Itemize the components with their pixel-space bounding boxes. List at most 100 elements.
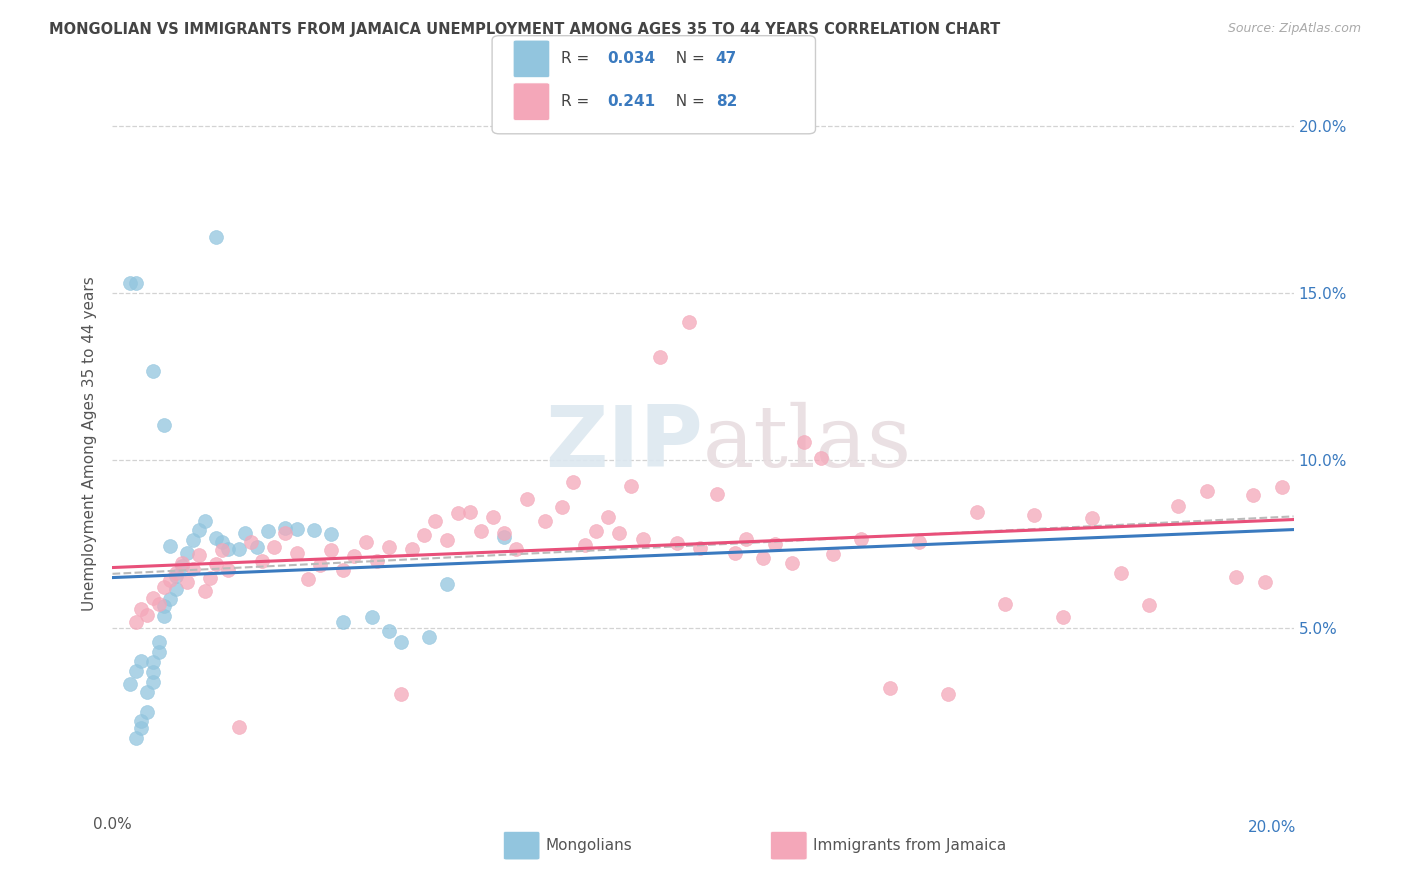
Point	[142, 665, 165, 679]
Text: 47: 47	[716, 52, 737, 66]
Point	[332, 563, 354, 577]
Point	[153, 599, 176, 613]
Point	[124, 276, 146, 290]
Point	[165, 566, 187, 581]
Point	[153, 608, 176, 623]
Point	[1167, 500, 1189, 514]
Point	[194, 514, 217, 528]
Point	[562, 475, 585, 490]
Point	[447, 506, 470, 520]
Point	[217, 541, 239, 556]
Point	[205, 230, 228, 244]
Point	[148, 645, 170, 659]
Point	[735, 532, 758, 546]
Point	[1024, 508, 1046, 522]
Point	[678, 315, 700, 329]
Point	[129, 654, 152, 668]
Point	[153, 417, 176, 432]
Point	[516, 491, 538, 506]
Text: 20.0%: 20.0%	[1249, 821, 1296, 835]
Point	[142, 674, 165, 689]
Point	[142, 364, 165, 378]
Point	[1197, 484, 1219, 499]
Point	[481, 510, 503, 524]
Point	[494, 526, 516, 541]
Point	[153, 580, 176, 594]
Point	[401, 541, 423, 556]
Point	[752, 551, 775, 566]
Point	[181, 533, 204, 548]
Point	[378, 540, 401, 554]
Text: atlas: atlas	[703, 402, 912, 485]
Point	[211, 534, 233, 549]
Text: 82: 82	[716, 95, 737, 109]
Point	[263, 540, 285, 554]
Point	[470, 524, 492, 539]
Point	[724, 546, 747, 560]
Point	[118, 677, 141, 691]
Point	[302, 523, 325, 537]
Point	[170, 556, 193, 570]
Point	[1225, 569, 1247, 583]
Point	[389, 686, 412, 700]
Point	[494, 530, 516, 544]
Point	[648, 350, 671, 364]
Point	[194, 584, 217, 599]
Point	[1271, 480, 1294, 494]
Point	[505, 542, 527, 557]
Text: R =: R =	[561, 95, 595, 109]
Point	[124, 731, 146, 745]
Point	[159, 592, 181, 607]
Point	[423, 514, 446, 528]
Point	[418, 630, 440, 644]
Point	[994, 597, 1017, 611]
Point	[1139, 598, 1161, 612]
Point	[763, 537, 786, 551]
Point	[274, 521, 297, 535]
Point	[1254, 574, 1277, 589]
Point	[332, 615, 354, 629]
Point	[1109, 566, 1132, 581]
Point	[706, 487, 728, 501]
Y-axis label: Unemployment Among Ages 35 to 44 years: Unemployment Among Ages 35 to 44 years	[82, 277, 97, 611]
Point	[285, 545, 308, 559]
Point	[309, 558, 332, 572]
Point	[551, 500, 574, 514]
Point	[274, 526, 297, 541]
Point	[782, 556, 804, 570]
Point	[165, 569, 187, 583]
Point	[148, 597, 170, 611]
Point	[810, 450, 832, 465]
Text: N =: N =	[666, 95, 710, 109]
Point	[412, 528, 434, 542]
Point	[124, 664, 146, 678]
Point	[360, 609, 382, 624]
Point	[142, 655, 165, 669]
Point	[620, 479, 643, 493]
Point	[124, 615, 146, 630]
Point	[666, 536, 689, 550]
Text: N =: N =	[666, 52, 710, 66]
Point	[908, 535, 931, 549]
Point	[257, 524, 280, 538]
Point	[165, 582, 187, 597]
Point	[596, 510, 619, 524]
Point	[176, 575, 198, 590]
Text: MONGOLIAN VS IMMIGRANTS FROM JAMAICA UNEMPLOYMENT AMONG AGES 35 TO 44 YEARS CORR: MONGOLIAN VS IMMIGRANTS FROM JAMAICA UNE…	[49, 22, 1001, 37]
Point	[1241, 488, 1264, 502]
Point	[159, 539, 181, 553]
Text: 0.034: 0.034	[607, 52, 655, 66]
Point	[233, 525, 256, 540]
Point	[176, 546, 198, 560]
Point	[366, 554, 388, 568]
Point	[609, 526, 631, 541]
Point	[170, 559, 193, 574]
Point	[851, 532, 873, 546]
Text: ZIP: ZIP	[546, 402, 703, 485]
Point	[136, 705, 159, 719]
Point	[879, 681, 901, 695]
Point	[129, 601, 152, 615]
Point	[354, 534, 377, 549]
Point	[181, 562, 204, 576]
Point	[205, 531, 228, 545]
